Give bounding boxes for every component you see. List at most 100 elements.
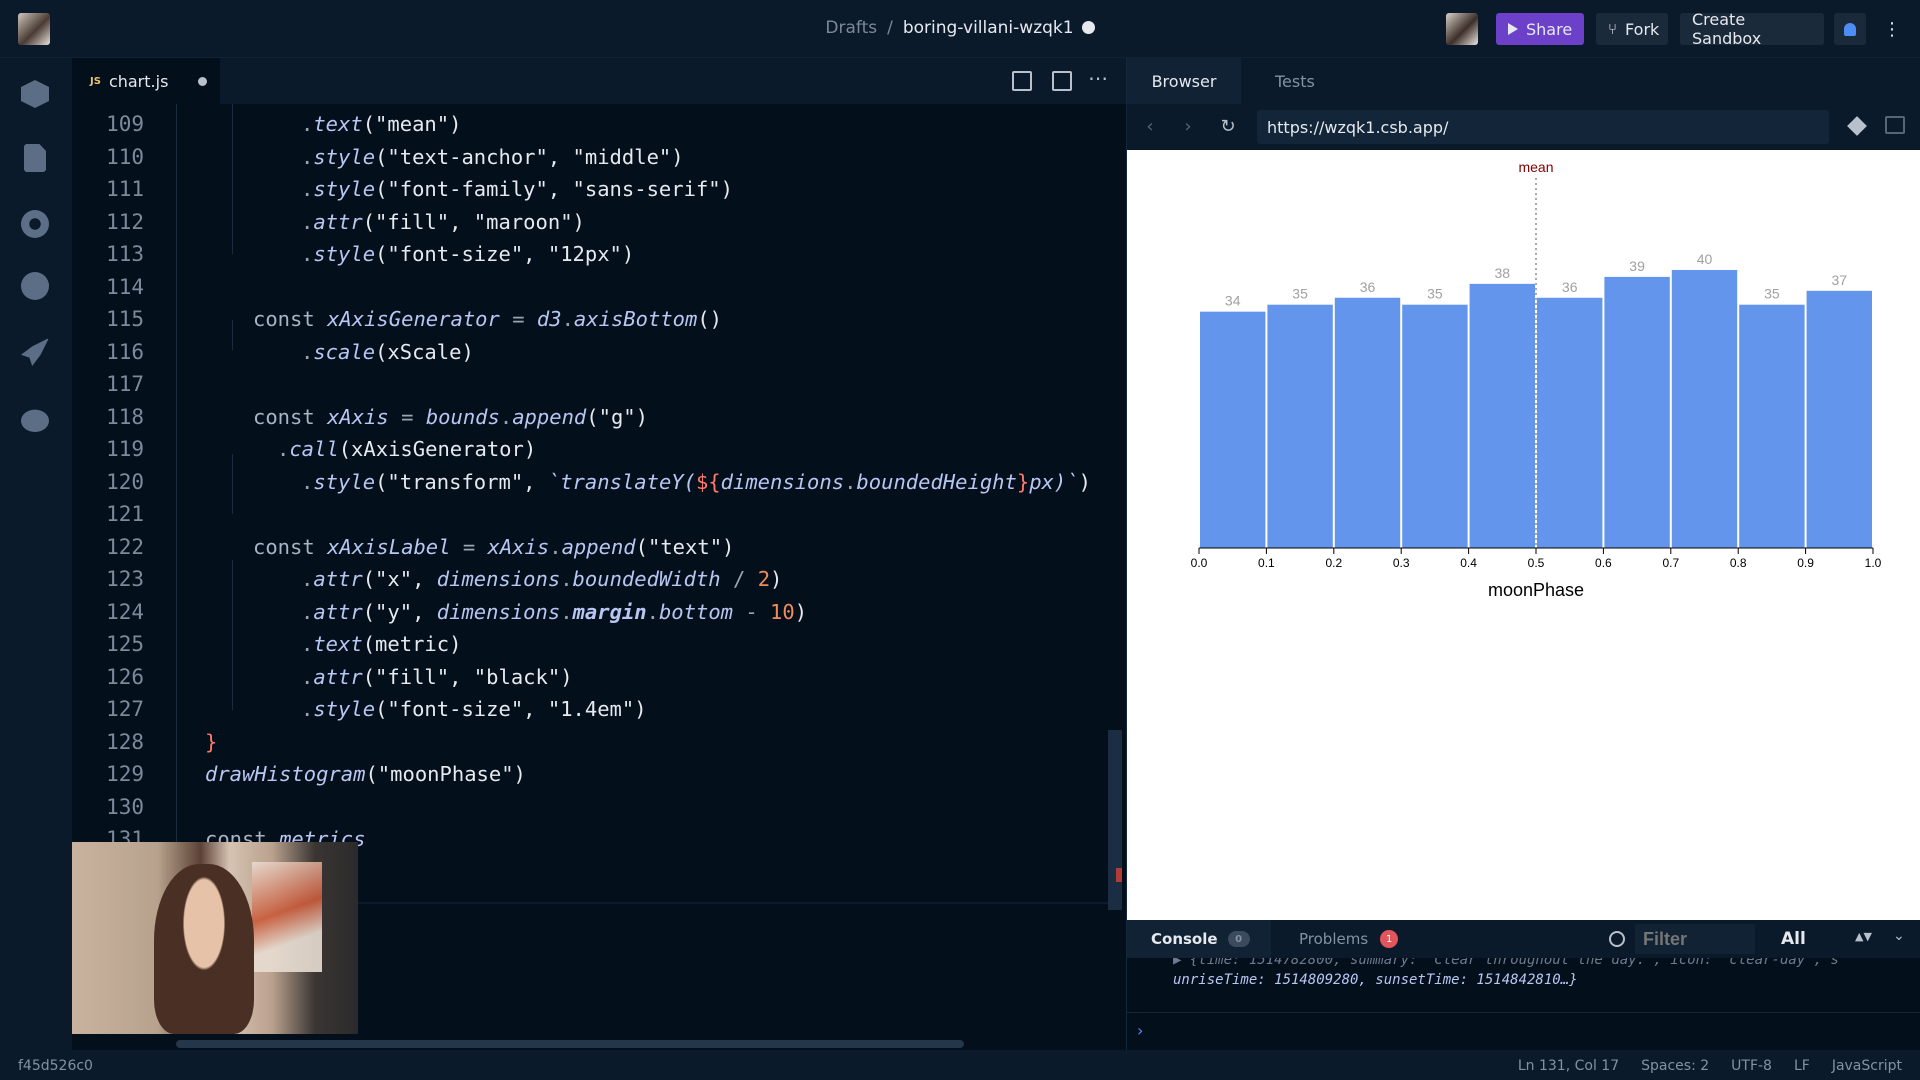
- code-line[interactable]: 125 .text(metric): [72, 632, 1112, 664]
- code-line[interactable]: 115 const xAxisGenerator = d3.axisBottom(…: [72, 307, 1112, 339]
- indent-guide: [176, 104, 177, 904]
- code-line[interactable]: 119 .call(xAxisGenerator): [72, 437, 1112, 469]
- sandbox-name[interactable]: boring-villani-wzqk1: [902, 18, 1074, 38]
- bar-value-label: 39: [1629, 258, 1645, 274]
- log-entry[interactable]: ▶ {time: 1514782800, summary: "Clear thr…: [1173, 958, 1839, 968]
- chevron-down-icon[interactable]: ⌄: [1893, 928, 1905, 944]
- users-icon[interactable]: [21, 409, 49, 432]
- encoding[interactable]: UTF-8: [1731, 1058, 1772, 1074]
- code-line[interactable]: 110 .style("text-anchor", "middle"): [72, 145, 1112, 177]
- line-number: 117: [106, 372, 144, 396]
- code-line[interactable]: 128}: [72, 730, 1112, 762]
- line-number: 112: [106, 209, 144, 234]
- share-button[interactable]: Share: [1496, 13, 1584, 45]
- code-line[interactable]: 129 drawHistogram("moonPhase"): [72, 762, 1112, 794]
- gear-icon[interactable]: [21, 210, 49, 238]
- devtools-icon[interactable]: [1847, 116, 1867, 136]
- code-text: const xAxis = bounds.append("g"): [253, 404, 648, 429]
- tab-browser[interactable]: Browser: [1127, 58, 1241, 104]
- cursor-position[interactable]: Ln 131, Col 17: [1517, 1058, 1620, 1074]
- breadcrumb-drafts[interactable]: Drafts: [825, 18, 878, 38]
- forward-icon[interactable]: ›: [1184, 116, 1192, 137]
- code-line[interactable]: 121: [72, 502, 1112, 534]
- url-input[interactable]: https://wzqk1.csb.app/: [1257, 110, 1829, 144]
- fork-label: Fork: [1625, 19, 1660, 39]
- line-number: 124: [106, 599, 144, 624]
- histogram-bar: [1469, 283, 1535, 548]
- prompt-chevron-icon: ›: [1137, 1021, 1144, 1040]
- console-input[interactable]: ›: [1127, 1012, 1920, 1050]
- code-text: }: [205, 729, 218, 754]
- line-ending[interactable]: LF: [1793, 1058, 1810, 1074]
- line-number: 127: [106, 697, 144, 721]
- error-scroll-marker: [1116, 868, 1122, 882]
- code-line[interactable]: 130: [72, 795, 1112, 827]
- webcam-overlay: [72, 842, 358, 1034]
- code-line[interactable]: 116 .scale(xScale): [72, 340, 1112, 372]
- filter-input[interactable]: [1635, 924, 1755, 954]
- indent-guide: [232, 560, 233, 710]
- tab-chart-js[interactable]: JS chart.js: [72, 58, 220, 104]
- histogram-bar: [1739, 304, 1805, 548]
- unsaved-dot-icon[interactable]: [198, 76, 208, 86]
- code-text: .style("transform", `translateY(${dimens…: [301, 469, 1091, 494]
- line-number: 123: [106, 567, 144, 591]
- code-line[interactable]: 117: [72, 372, 1112, 404]
- vertical-scrollbar[interactable]: [1108, 730, 1122, 910]
- x-tick-label: 0.0: [1191, 556, 1208, 570]
- preview-tabs: Browser Tests: [1127, 58, 1920, 104]
- tab-problems[interactable]: Problems 1: [1299, 920, 1399, 958]
- open-external-icon[interactable]: [1885, 116, 1905, 134]
- code-text: const xAxisLabel = xAxis.append("text"): [253, 534, 735, 559]
- code-text: .attr("fill", "black"): [301, 664, 573, 689]
- more-menu-button[interactable]: ⋮: [1876, 13, 1908, 45]
- codesandbox-logo[interactable]: [18, 13, 50, 45]
- cube-icon[interactable]: [21, 80, 49, 108]
- github-icon[interactable]: [21, 272, 49, 300]
- back-icon[interactable]: ‹: [1146, 116, 1154, 137]
- code-line[interactable]: 109 .text("mean"): [72, 112, 1112, 144]
- log-entry[interactable]: unriseTime: 1514809280, sunsetTime: 1514…: [1173, 972, 1578, 988]
- split-editor-icon[interactable]: [1012, 71, 1032, 91]
- code-text: .text(metric): [301, 632, 462, 656]
- code-line[interactable]: 126 .attr("fill", "black"): [72, 665, 1112, 697]
- notifications-button[interactable]: [1834, 13, 1866, 45]
- code-line[interactable]: 127 .style("font-size", "1.4em"): [72, 697, 1112, 729]
- line-number: 128: [106, 729, 144, 754]
- code-line[interactable]: 118 const xAxis = bounds.append("g"): [72, 405, 1112, 437]
- share-label: Share: [1526, 19, 1573, 39]
- code-line[interactable]: 112 .attr("fill", "maroon"): [72, 210, 1112, 242]
- preview-icon[interactable]: [1052, 71, 1072, 91]
- language-mode[interactable]: JavaScript: [1831, 1058, 1902, 1074]
- indent-guide: [232, 104, 233, 254]
- tab-console[interactable]: Console 0: [1127, 920, 1271, 958]
- code-line[interactable]: 120 .style("transform", `translateY(${dim…: [72, 470, 1112, 502]
- log-level-select[interactable]: All: [1781, 929, 1806, 949]
- code-line[interactable]: 122 const xAxisLabel = xAxis.append("text…: [72, 535, 1112, 567]
- more-actions-icon[interactable]: ⋯: [1088, 66, 1109, 90]
- file-icon[interactable]: [24, 144, 46, 172]
- code-line[interactable]: 124 .attr("y", dimensions.margin.bottom -…: [72, 600, 1112, 632]
- create-sandbox-button[interactable]: Create Sandbox: [1680, 10, 1824, 48]
- code-text: .scale(xScale): [301, 339, 474, 364]
- code-line[interactable]: 111 .style("font-family", "sans-serif"): [72, 177, 1112, 209]
- bar-value-label: 37: [1832, 272, 1848, 288]
- indentation[interactable]: Spaces: 2: [1641, 1058, 1710, 1074]
- code-area[interactable]: 109 .text("mean") 110 .style("text-anchor",…: [72, 104, 1126, 904]
- code-text: .style("font-family", "sans-serif"): [301, 177, 733, 201]
- commit-hash: f45d526c0: [18, 1058, 93, 1074]
- bell-icon: [1844, 22, 1856, 36]
- code-line[interactable]: 123 .attr("x", dimensions.boundedWidth / …: [72, 567, 1112, 599]
- rocket-icon[interactable]: [21, 338, 49, 366]
- avatar[interactable]: [1446, 13, 1478, 45]
- line-number: 120: [106, 469, 144, 494]
- code-line[interactable]: 113 .style("font-size", "12px"): [72, 242, 1112, 274]
- tab-tests[interactable]: Tests: [1275, 71, 1315, 91]
- fork-icon: ⑂: [1608, 20, 1618, 38]
- wall-painting: [252, 862, 322, 972]
- clear-console-icon[interactable]: [1609, 931, 1625, 947]
- horizontal-scrollbar[interactable]: [176, 1040, 964, 1048]
- code-line[interactable]: 114: [72, 275, 1112, 307]
- refresh-icon[interactable]: ↻: [1220, 116, 1236, 137]
- fork-button[interactable]: ⑂ Fork: [1596, 13, 1668, 45]
